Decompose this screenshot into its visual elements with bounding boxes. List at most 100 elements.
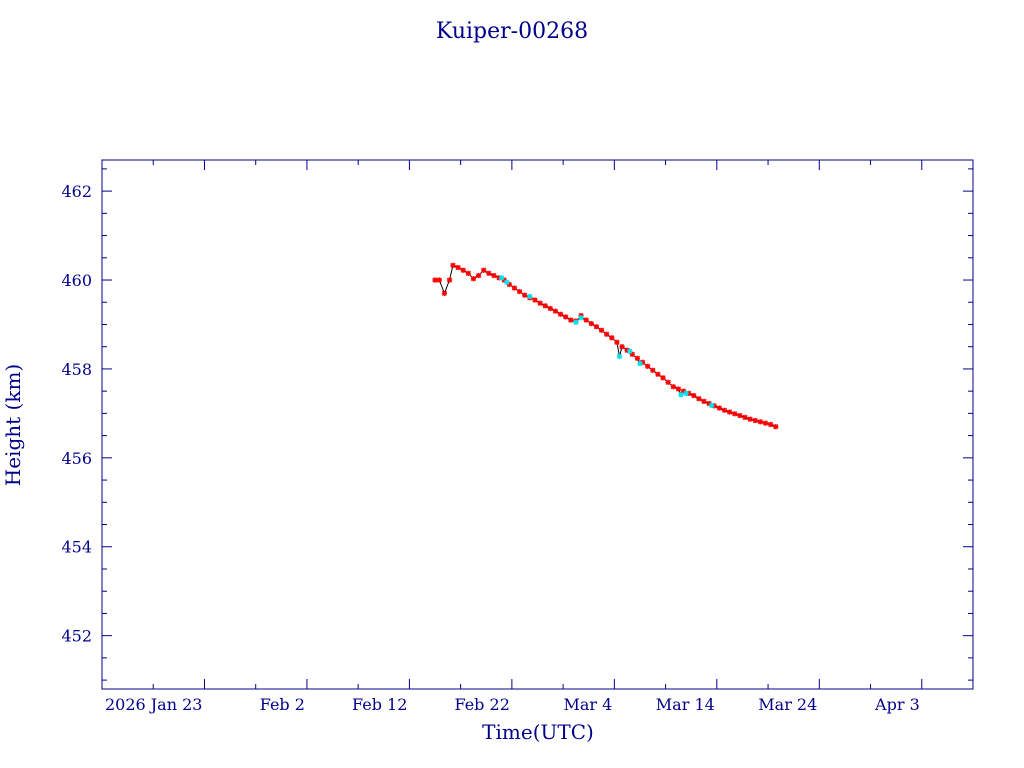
data-point	[665, 379, 671, 385]
data-point	[727, 409, 733, 415]
data-point	[701, 398, 707, 404]
data-point-stroke	[476, 273, 482, 279]
data-point-stroke	[501, 277, 507, 283]
data-point-stroke	[583, 317, 589, 323]
data-point-stroke	[516, 289, 523, 295]
data-point-stroke	[491, 273, 497, 279]
data-point-stroke	[593, 324, 599, 330]
data-point-stroke	[660, 375, 666, 381]
data-point-stroke	[629, 351, 635, 357]
data-point-stroke	[757, 419, 763, 425]
data-point	[465, 270, 471, 276]
data-point-stroke	[732, 411, 738, 417]
data-point-stroke	[645, 363, 651, 369]
data-point	[547, 305, 553, 312]
data-point-stroke	[752, 417, 758, 424]
data-point-stroke	[680, 388, 687, 394]
data-point-stroke	[573, 319, 579, 325]
data-point-stroke	[470, 276, 477, 282]
data-point	[504, 279, 510, 285]
data-point	[614, 339, 620, 345]
data-point-stroke	[624, 347, 630, 353]
data-point	[593, 324, 600, 330]
data-point-stroke	[721, 407, 728, 413]
data-point	[716, 405, 722, 411]
data-point	[563, 314, 569, 320]
data-point-stroke	[522, 292, 528, 298]
data-point-stroke	[637, 361, 643, 367]
data-point	[470, 276, 477, 282]
data-point	[683, 390, 689, 396]
data-point-stroke	[568, 317, 574, 323]
data-point-stroke	[762, 420, 769, 426]
data-point-stroke	[481, 267, 487, 273]
data-point	[696, 396, 702, 402]
data-point-stroke	[446, 277, 453, 283]
data-point	[475, 272, 482, 279]
data-point-stroke	[511, 285, 518, 291]
data-point	[768, 421, 774, 428]
data-point	[537, 300, 543, 306]
data-point	[737, 413, 743, 419]
data-point-stroke	[432, 277, 438, 283]
y-axis-label: Height (km)	[1, 364, 25, 486]
data-point-stroke	[616, 353, 623, 360]
chart-title: Kuiper-00268	[436, 19, 588, 44]
data-line-group	[435, 264, 776, 428]
data-point-stroke	[588, 321, 594, 327]
data-point-stroke	[716, 405, 722, 411]
data-point-stroke	[465, 270, 471, 276]
data-point	[721, 407, 728, 413]
data-point	[757, 419, 763, 425]
data-point	[455, 264, 461, 271]
data-point	[645, 363, 651, 369]
data-point	[609, 335, 615, 341]
data-point	[588, 320, 594, 327]
data-point-stroke	[706, 401, 712, 407]
data-point	[491, 272, 497, 279]
data-point-stroke	[665, 379, 671, 385]
data-point	[709, 402, 715, 408]
data-point	[616, 353, 623, 360]
data-point-stroke	[598, 327, 605, 333]
data-point	[691, 393, 697, 399]
data-point-stroke	[696, 396, 702, 402]
data-point-stroke	[768, 421, 774, 428]
data-point-stroke	[527, 293, 533, 300]
data-point	[598, 327, 605, 333]
y-tick-label: 462	[61, 182, 92, 201]
data-point	[557, 311, 564, 317]
data-point-stroke	[504, 279, 510, 285]
data-point-stroke	[436, 277, 442, 283]
data-point	[670, 384, 676, 390]
data-point	[604, 331, 610, 337]
y-tick-label: 460	[61, 271, 92, 290]
data-point	[552, 308, 559, 314]
data-points-group	[432, 262, 779, 430]
x-tick-label: Mar 24	[758, 695, 817, 714]
y-tick-label: 452	[61, 627, 92, 646]
data-point	[573, 319, 579, 325]
data-point	[655, 371, 661, 377]
data-point-stroke	[578, 315, 584, 321]
y-tick-label: 454	[61, 538, 92, 557]
x-tick-label: Mar 4	[564, 695, 613, 714]
data-point	[578, 315, 584, 321]
data-point-stroke	[455, 265, 461, 271]
data-point	[637, 360, 643, 367]
data-point-stroke	[709, 402, 715, 408]
data-point	[527, 293, 533, 300]
data-point-stroke	[727, 409, 733, 415]
data-point	[773, 424, 779, 430]
data-point-stroke	[557, 311, 564, 317]
data-point	[732, 411, 738, 417]
data-point-stroke	[691, 393, 697, 399]
data-point-stroke	[563, 314, 569, 320]
data-point	[619, 344, 625, 350]
data-point	[583, 317, 589, 323]
data-point-stroke	[701, 398, 707, 404]
data-point-stroke	[552, 308, 559, 314]
data-point	[678, 392, 684, 398]
data-point-stroke	[450, 262, 456, 268]
